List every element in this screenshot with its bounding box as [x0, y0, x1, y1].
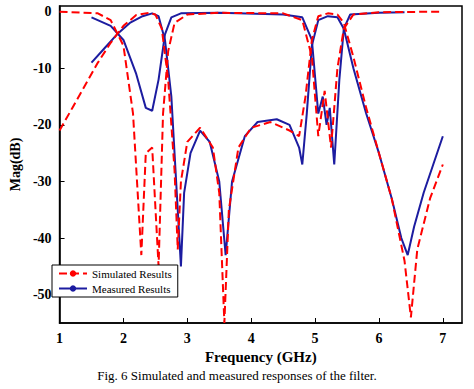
svg-text:1: 1 [56, 331, 63, 346]
svg-text:6: 6 [375, 331, 382, 346]
svg-text:-10: -10 [33, 61, 52, 76]
svg-text:3: 3 [184, 331, 191, 346]
svg-text:4: 4 [248, 331, 255, 346]
svg-text:Frequency (GHz): Frequency (GHz) [205, 349, 317, 366]
svg-text:Measured Results: Measured Results [92, 283, 171, 295]
svg-text:0: 0 [45, 4, 52, 19]
svg-text:-40: -40 [33, 231, 52, 246]
svg-text:-30: -30 [33, 174, 52, 189]
svg-text:Fig. 6 Simulated and measured: Fig. 6 Simulated and measured responses … [97, 368, 376, 383]
svg-text:Mag(dB): Mag(dB) [8, 137, 24, 191]
svg-text:7: 7 [439, 331, 446, 346]
svg-text:-20: -20 [33, 117, 52, 132]
svg-text:Simulated Results: Simulated Results [92, 268, 172, 280]
svg-text:-50: -50 [33, 287, 52, 302]
svg-text:5: 5 [312, 331, 319, 346]
svg-text:2: 2 [120, 331, 127, 346]
